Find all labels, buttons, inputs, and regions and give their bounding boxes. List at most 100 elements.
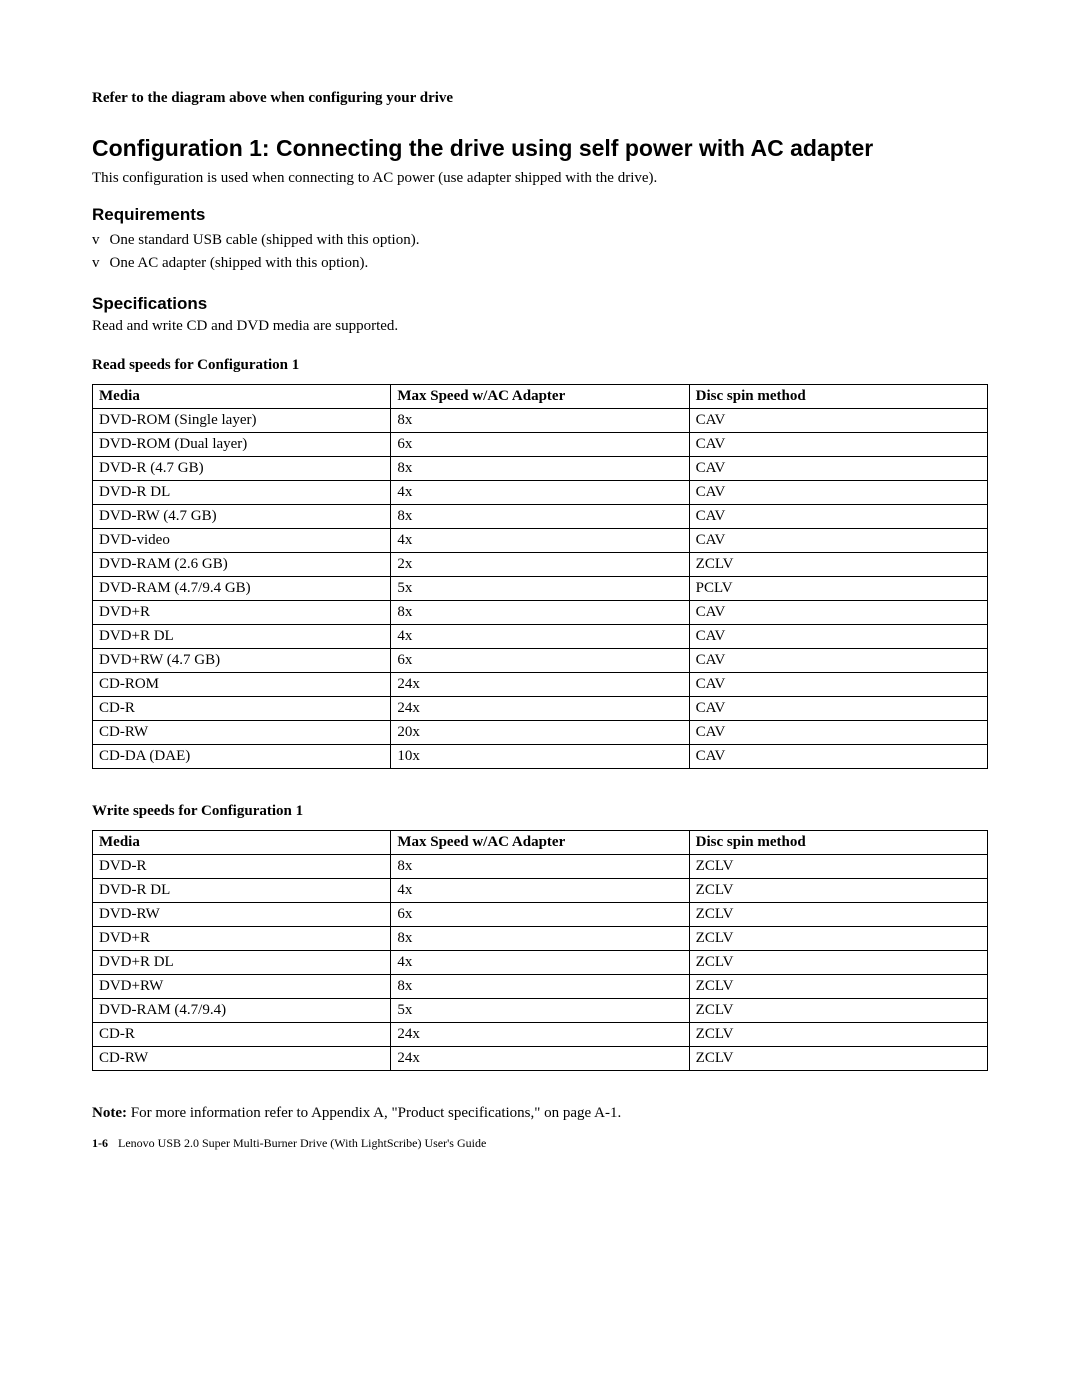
- table-cell: 10x: [391, 744, 689, 768]
- specifications-description: Read and write CD and DVD media are supp…: [92, 318, 988, 335]
- table-cell: DVD-RW (4.7 GB): [93, 504, 391, 528]
- table-row: CD-RW24xZCLV: [93, 1046, 988, 1070]
- table-cell: CAV: [689, 672, 987, 696]
- table-cell: ZCLV: [689, 902, 987, 926]
- table-cell: ZCLV: [689, 950, 987, 974]
- table-row: DVD-RW (4.7 GB)8xCAV: [93, 504, 988, 528]
- table-row: CD-ROM24xCAV: [93, 672, 988, 696]
- table-header: Max Speed w/AC Adapter: [391, 830, 689, 854]
- table-row: DVD-RW6xZCLV: [93, 902, 988, 926]
- table-cell: DVD-RAM (4.7/9.4 GB): [93, 576, 391, 600]
- table-cell: CD-RW: [93, 720, 391, 744]
- table-row: DVD-video4xCAV: [93, 528, 988, 552]
- table-cell: CAV: [689, 624, 987, 648]
- table-cell: DVD+R: [93, 600, 391, 624]
- requirement-item: One AC adapter (shipped with this option…: [92, 252, 988, 275]
- requirements-list: One standard USB cable (shipped with thi…: [92, 229, 988, 276]
- table-cell: DVD-ROM (Dual layer): [93, 432, 391, 456]
- table-cell: 6x: [391, 902, 689, 926]
- table-cell: 8x: [391, 926, 689, 950]
- read-speeds-table: Media Max Speed w/AC Adapter Disc spin m…: [92, 384, 988, 769]
- table-cell: 6x: [391, 432, 689, 456]
- write-table-body: DVD-R8xZCLVDVD-R DL4xZCLVDVD-RW6xZCLVDVD…: [93, 854, 988, 1070]
- table-header: Media: [93, 384, 391, 408]
- table-cell: DVD-R DL: [93, 480, 391, 504]
- specifications-heading: Specifications: [92, 294, 988, 314]
- table-cell: 24x: [391, 696, 689, 720]
- table-cell: CD-R: [93, 1022, 391, 1046]
- write-speeds-table: Media Max Speed w/AC Adapter Disc spin m…: [92, 830, 988, 1071]
- table-row: DVD-RAM (4.7/9.4 GB)5xPCLV: [93, 576, 988, 600]
- table-cell: CAV: [689, 600, 987, 624]
- table-cell: PCLV: [689, 576, 987, 600]
- table-cell: 8x: [391, 504, 689, 528]
- table-cell: CAV: [689, 480, 987, 504]
- table-cell: 24x: [391, 1046, 689, 1070]
- table-cell: ZCLV: [689, 1022, 987, 1046]
- table-row: DVD-R (4.7 GB)8xCAV: [93, 456, 988, 480]
- table-cell: ZCLV: [689, 974, 987, 998]
- table-cell: ZCLV: [689, 552, 987, 576]
- page-footer: 1-6 Lenovo USB 2.0 Super Multi-Burner Dri…: [92, 1136, 988, 1151]
- table-cell: CAV: [689, 696, 987, 720]
- table-cell: DVD+RW: [93, 974, 391, 998]
- table-row: CD-DA (DAE)10xCAV: [93, 744, 988, 768]
- table-cell: 4x: [391, 528, 689, 552]
- config1-description: This configuration is used when connecti…: [92, 170, 988, 187]
- table-cell: ZCLV: [689, 926, 987, 950]
- table-cell: 8x: [391, 854, 689, 878]
- top-instruction: Refer to the diagram above when configur…: [92, 90, 988, 107]
- table-row: DVD+R DL4xZCLV: [93, 950, 988, 974]
- table-cell: 24x: [391, 1022, 689, 1046]
- table-row: DVD+R8xCAV: [93, 600, 988, 624]
- table-cell: 4x: [391, 624, 689, 648]
- note-text: For more information refer to Appendix A…: [127, 1105, 621, 1121]
- table-cell: DVD-video: [93, 528, 391, 552]
- table-cell: DVD-R (4.7 GB): [93, 456, 391, 480]
- table-cell: CAV: [689, 504, 987, 528]
- table-cell: DVD-R: [93, 854, 391, 878]
- table-header: Media: [93, 830, 391, 854]
- table-cell: ZCLV: [689, 878, 987, 902]
- write-table-caption: Write speeds for Configuration 1: [92, 803, 988, 820]
- table-cell: CD-RW: [93, 1046, 391, 1070]
- table-row: DVD+R DL4xCAV: [93, 624, 988, 648]
- table-cell: CAV: [689, 720, 987, 744]
- table-cell: ZCLV: [689, 998, 987, 1022]
- table-row: DVD+R8xZCLV: [93, 926, 988, 950]
- table-header: Disc spin method: [689, 384, 987, 408]
- table-header: Disc spin method: [689, 830, 987, 854]
- table-row: DVD-ROM (Single layer)8xCAV: [93, 408, 988, 432]
- table-cell: 2x: [391, 552, 689, 576]
- table-cell: DVD+R DL: [93, 624, 391, 648]
- table-row: DVD-R DL4xZCLV: [93, 878, 988, 902]
- table-cell: CAV: [689, 744, 987, 768]
- table-cell: CD-DA (DAE): [93, 744, 391, 768]
- table-cell: DVD-RW: [93, 902, 391, 926]
- note-label: Note:: [92, 1105, 127, 1121]
- table-cell: CAV: [689, 528, 987, 552]
- page-number: 1-6: [92, 1136, 108, 1150]
- table-header: Max Speed w/AC Adapter: [391, 384, 689, 408]
- table-cell: CAV: [689, 648, 987, 672]
- table-row: DVD-ROM (Dual layer)6xCAV: [93, 432, 988, 456]
- table-cell: 6x: [391, 648, 689, 672]
- table-cell: DVD-RAM (2.6 GB): [93, 552, 391, 576]
- table-row: CD-RW20xCAV: [93, 720, 988, 744]
- table-row: DVD+RW8xZCLV: [93, 974, 988, 998]
- table-cell: 4x: [391, 878, 689, 902]
- table-cell: DVD+RW (4.7 GB): [93, 648, 391, 672]
- table-cell: 8x: [391, 974, 689, 998]
- requirement-item: One standard USB cable (shipped with thi…: [92, 229, 988, 252]
- table-cell: CAV: [689, 432, 987, 456]
- table-cell: DVD-ROM (Single layer): [93, 408, 391, 432]
- table-cell: 8x: [391, 408, 689, 432]
- table-cell: ZCLV: [689, 854, 987, 878]
- table-cell: DVD-R DL: [93, 878, 391, 902]
- config1-heading: Configuration 1: Connecting the drive us…: [92, 135, 988, 162]
- footer-title: Lenovo USB 2.0 Super Multi-Burner Drive …: [118, 1136, 486, 1150]
- table-cell: CD-R: [93, 696, 391, 720]
- table-cell: DVD+R: [93, 926, 391, 950]
- read-table-body: DVD-ROM (Single layer)8xCAVDVD-ROM (Dual…: [93, 408, 988, 768]
- table-row: DVD-RAM (2.6 GB)2xZCLV: [93, 552, 988, 576]
